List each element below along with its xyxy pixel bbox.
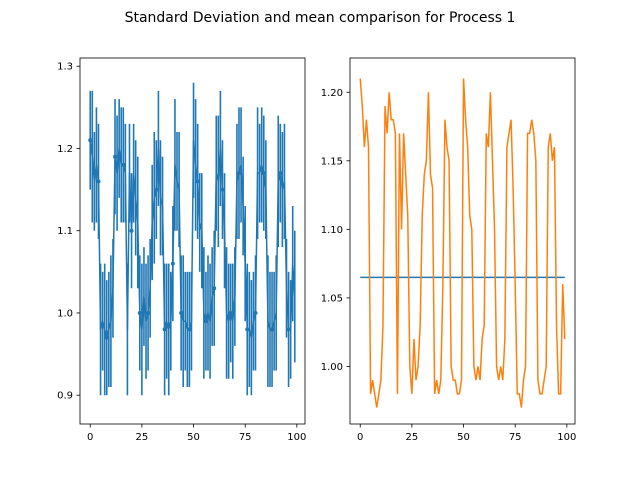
data-point [129, 228, 134, 233]
x-tick-label: 0 [357, 432, 363, 443]
data-point [170, 261, 175, 266]
data-point [286, 327, 291, 332]
y-tick-label: 1.05 [321, 293, 343, 304]
x-tick-label: 100 [287, 432, 306, 443]
data-point [104, 335, 109, 340]
plot-area [359, 78, 566, 408]
data-point [113, 154, 118, 159]
data-point [245, 327, 250, 332]
data-point [146, 310, 151, 315]
figure-title: Standard Deviation and mean comparison f… [125, 10, 516, 26]
data-point [88, 138, 93, 143]
data-point [121, 162, 126, 167]
x-tick-label: 25 [406, 432, 419, 443]
x-tick-label: 100 [557, 432, 576, 443]
axes-frame [349, 57, 576, 425]
data-point [154, 187, 159, 192]
y-tick-label: 1.3 [57, 62, 73, 73]
data-point [270, 327, 275, 332]
x-tick-label: 25 [136, 432, 149, 443]
x-tick-label: 50 [457, 432, 470, 443]
data-point [187, 327, 192, 332]
axes-frame [79, 57, 306, 425]
plot-area [88, 82, 296, 396]
y-tick-label: 1.20 [321, 88, 343, 99]
mean-line [89, 140, 296, 338]
y-tick-label: 1.0 [57, 308, 73, 319]
y-tick-label: 1.10 [321, 225, 343, 236]
right-line-chart: 0 25 50 75 100 1.00 1.05 1.10 1.15 1.20 [321, 57, 576, 443]
data-point [162, 327, 167, 332]
y-tick-label: 1.15 [321, 156, 343, 167]
y-tick-label: 1.1 [57, 226, 73, 237]
y-tick-label: 0.9 [57, 391, 73, 402]
x-tick-label: 75 [509, 432, 522, 443]
data-point [179, 310, 184, 315]
data-point [228, 310, 233, 315]
x-tick-label: 50 [187, 432, 200, 443]
data-point [253, 310, 258, 315]
data-point [195, 179, 200, 184]
data-point [96, 179, 101, 184]
y-tick-label: 1.00 [321, 362, 343, 373]
data-point [236, 171, 241, 176]
data-point [212, 286, 217, 291]
x-tick-label: 75 [239, 432, 252, 443]
y-tick-label: 1.2 [57, 144, 73, 155]
data-point [261, 171, 266, 176]
data-point [203, 319, 208, 324]
data-point [137, 310, 142, 315]
data-point [220, 187, 225, 192]
data-point [278, 171, 283, 176]
left-errorbar-chart: 0 25 50 75 100 0.9 1.0 1.1 1.2 1.3 [57, 57, 306, 443]
x-tick-label: 0 [87, 432, 93, 443]
std-series-line [359, 78, 566, 408]
